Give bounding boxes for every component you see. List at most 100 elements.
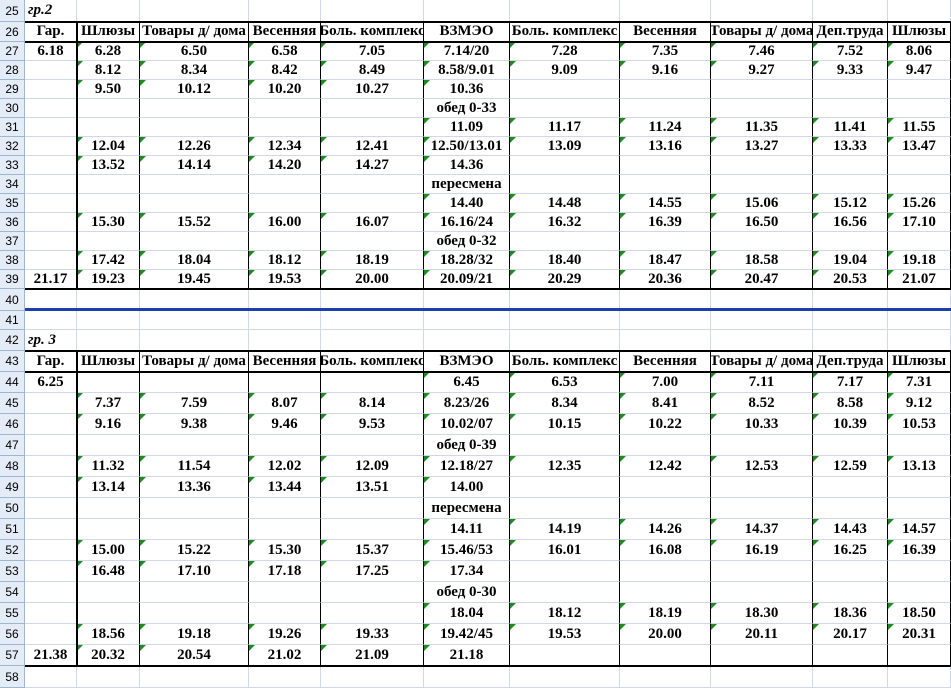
cell: 10.12	[140, 80, 249, 99]
empty-cell	[25, 61, 77, 80]
empty-cell	[321, 666, 424, 688]
cell: 13.09	[510, 137, 620, 156]
empty-cell	[25, 80, 77, 99]
empty-cell	[620, 477, 711, 498]
cell: 21.07	[888, 270, 951, 289]
cell: 20.36	[620, 270, 711, 289]
cell: 21.18	[424, 645, 510, 666]
cell: 9.16	[620, 61, 711, 80]
cell: 16.16/24	[424, 213, 510, 232]
empty-cell	[424, 330, 510, 351]
cell: 14.57	[888, 519, 951, 540]
empty-cell	[813, 156, 888, 175]
empty-cell	[25, 137, 77, 156]
cell: 20.31	[888, 624, 951, 645]
empty-cell	[813, 175, 888, 194]
cell: 7.31	[888, 372, 951, 393]
cell: 8.41	[620, 393, 711, 414]
cell: 14.11	[424, 519, 510, 540]
empty-cell	[711, 80, 813, 99]
cell: 20.00	[620, 624, 711, 645]
cell: 20.54	[140, 645, 249, 666]
empty-cell	[711, 561, 813, 582]
row-number: 34	[0, 175, 25, 194]
empty-cell	[321, 498, 424, 519]
cell: 8.23/26	[424, 393, 510, 414]
row-number: 31	[0, 118, 25, 137]
empty-cell	[321, 194, 424, 213]
cell: 12.42	[620, 456, 711, 477]
cell: 6.18	[25, 42, 77, 61]
empty-cell	[321, 372, 424, 393]
cell: 20.32	[77, 645, 140, 666]
empty-cell	[888, 156, 951, 175]
empty-cell	[620, 232, 711, 251]
empty-cell	[620, 582, 711, 603]
cell: Боль. комплекс	[321, 22, 424, 42]
empty-cell	[510, 156, 620, 175]
cell: 16.07	[321, 213, 424, 232]
cell: 15.00	[77, 540, 140, 561]
cell: 18.30	[711, 603, 813, 624]
cell: 20.00	[321, 270, 424, 289]
cell: 16.39	[888, 540, 951, 561]
cell: 19.53	[510, 624, 620, 645]
row-number: 40	[0, 289, 25, 311]
cell: 19.18	[140, 624, 249, 645]
empty-cell	[711, 330, 813, 351]
cell: 19.26	[249, 624, 321, 645]
empty-cell	[510, 175, 620, 194]
row-number: 43	[0, 351, 25, 372]
cell: 21.38	[25, 645, 77, 666]
cell: 9.47	[888, 61, 951, 80]
empty-cell	[249, 99, 321, 118]
empty-cell	[888, 0, 951, 22]
row-number: 38	[0, 251, 25, 270]
border	[76, 351, 78, 666]
cell: 10.39	[813, 414, 888, 435]
empty-cell	[510, 561, 620, 582]
cell: 15.52	[140, 213, 249, 232]
empty-cell	[140, 582, 249, 603]
cell: 11.24	[620, 118, 711, 137]
cell: 8.52	[711, 393, 813, 414]
cell: 12.26	[140, 137, 249, 156]
cell: 13.13	[888, 456, 951, 477]
cell: 6.58	[249, 42, 321, 61]
cell: 12.41	[321, 137, 424, 156]
border	[25, 21, 951, 23]
empty-cell	[711, 0, 813, 22]
cell: Весенняя	[249, 22, 321, 42]
cell: Шлюзы	[888, 351, 951, 372]
empty-cell	[25, 582, 77, 603]
empty-cell	[77, 0, 140, 22]
row-number: 28	[0, 61, 25, 80]
cell: 7.14/20	[424, 42, 510, 61]
cell: 19.33	[321, 624, 424, 645]
cell: 18.19	[321, 251, 424, 270]
row-number: 39	[0, 270, 25, 289]
separator	[25, 308, 951, 311]
cell: 10.33	[711, 414, 813, 435]
cell: 9.53	[321, 414, 424, 435]
cell: Шлюзы	[888, 22, 951, 42]
cell: Боль. комплекс	[321, 351, 424, 372]
empty-cell	[321, 118, 424, 137]
cell: 17.42	[77, 251, 140, 270]
border	[25, 288, 951, 290]
empty-cell	[140, 519, 249, 540]
cell: Товары д/ дома	[140, 351, 249, 372]
empty-cell	[620, 80, 711, 99]
cell: 7.46	[711, 42, 813, 61]
cell: 8.12	[77, 61, 140, 80]
empty-cell	[77, 603, 140, 624]
cell: 14.43	[813, 519, 888, 540]
cell: Боль. комплекс	[510, 22, 620, 42]
empty-cell	[321, 0, 424, 22]
cell: пересмена	[424, 498, 510, 519]
cell: 14.26	[620, 519, 711, 540]
cell: 7.00	[620, 372, 711, 393]
empty-cell	[25, 498, 77, 519]
cell: 14.36	[424, 156, 510, 175]
empty-cell	[620, 330, 711, 351]
